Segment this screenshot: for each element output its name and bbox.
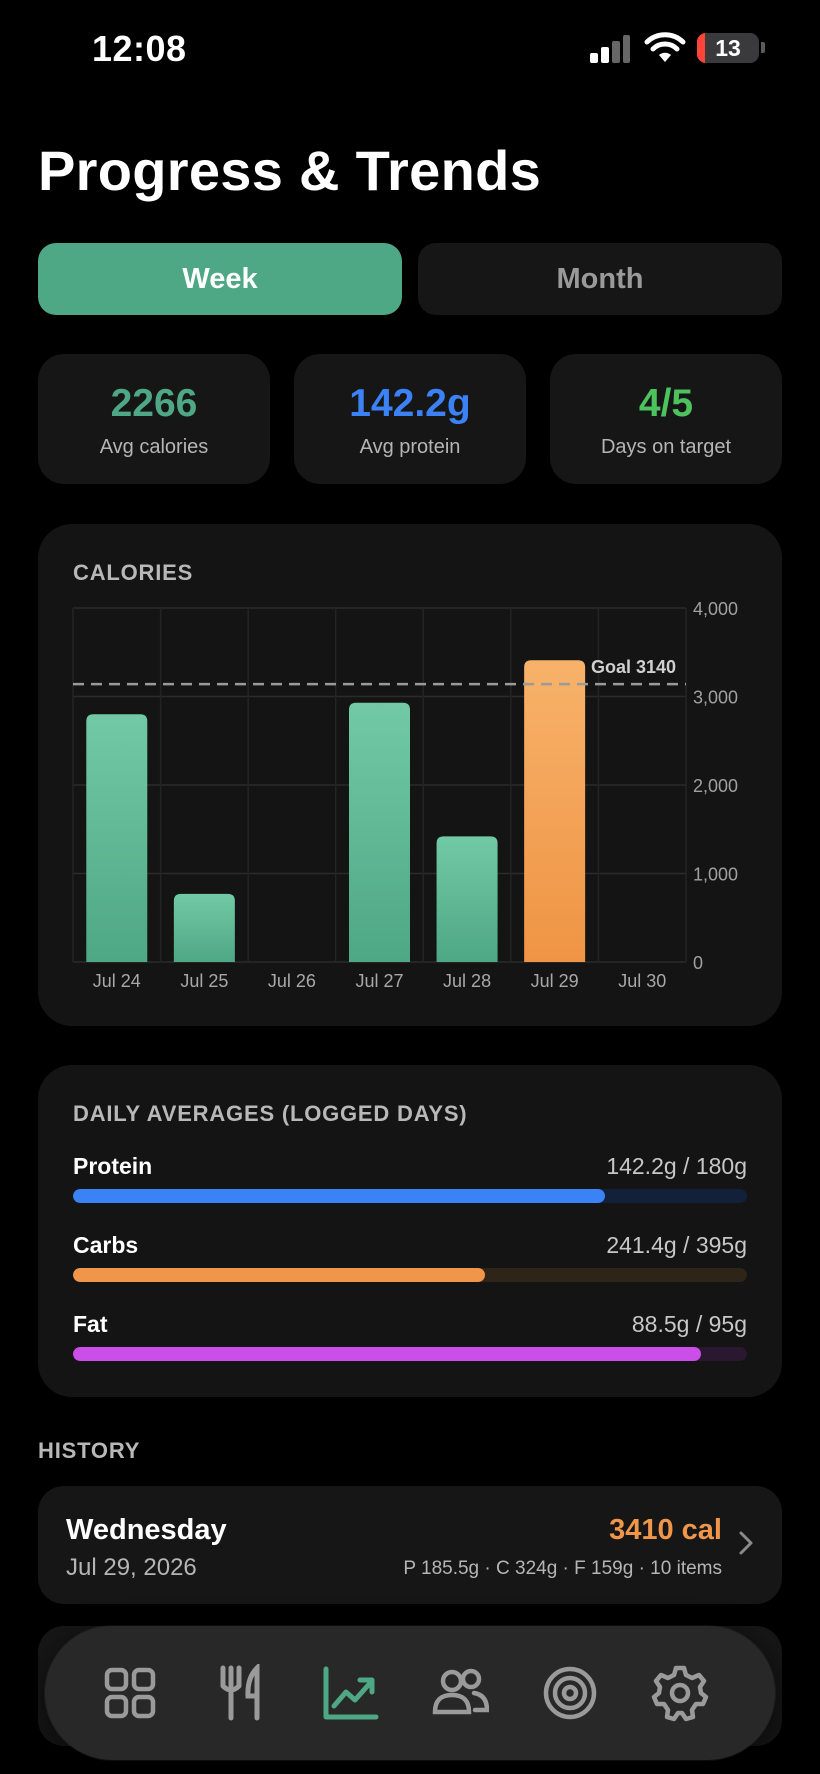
battery-icon: 13 bbox=[697, 33, 759, 63]
x-tick-label: Jul 29 bbox=[531, 971, 579, 991]
macro-value-protein: 142.2g / 180g bbox=[606, 1153, 747, 1179]
fork-knife-icon[interactable] bbox=[211, 1664, 269, 1722]
macro-value-carbs: 241.4g / 395g bbox=[606, 1232, 747, 1258]
battery-level: 13 bbox=[715, 35, 741, 61]
gear-icon[interactable] bbox=[651, 1664, 709, 1722]
history-calories: 3410 cal bbox=[609, 1514, 722, 1546]
wifi-icon bbox=[644, 32, 686, 62]
history-macros: P 185.5g · C 324g · F 159g · 10 items bbox=[403, 1558, 722, 1579]
signal-icon bbox=[590, 35, 630, 63]
protein-progress-fill bbox=[73, 1189, 606, 1203]
stat-label: Days on target bbox=[600, 436, 732, 458]
fat-progress-fill bbox=[73, 1347, 702, 1361]
calorie-bar bbox=[86, 714, 148, 962]
stat-value: 142.2g bbox=[349, 382, 471, 425]
calories-title: CALORIES bbox=[73, 560, 194, 585]
week-tab[interactable]: Week bbox=[38, 243, 402, 315]
stat-card-avg-protein: 142.2g Avg protein bbox=[294, 354, 526, 484]
stat-card-days-on-target: 4/5 Days on target bbox=[550, 354, 782, 484]
chevron-right-icon bbox=[739, 1531, 753, 1555]
chart-line-icon[interactable] bbox=[321, 1664, 379, 1722]
stat-label: Avg protein bbox=[359, 436, 461, 458]
stat-label: Avg calories bbox=[99, 436, 209, 458]
battery-cap bbox=[761, 42, 765, 53]
page-title: Progress & Trends bbox=[38, 139, 542, 202]
x-tick-label: Jul 25 bbox=[180, 971, 228, 991]
history-title: HISTORY bbox=[38, 1438, 141, 1463]
macro-name-fat: Fat bbox=[73, 1311, 108, 1337]
history-date: Jul 29, 2026 bbox=[66, 1554, 197, 1581]
month-tab[interactable]: Month bbox=[418, 243, 782, 315]
calories-chart: 4,000 3,000 2,000 1,000 0 Goal 3140 Jul 24 Jul … bbox=[72, 599, 738, 991]
y-tick-label: 3,000 bbox=[693, 688, 738, 708]
stat-value: 2266 bbox=[110, 382, 198, 425]
y-tick-label: 0 bbox=[693, 953, 703, 973]
x-tick-label: Jul 26 bbox=[268, 971, 316, 991]
daily-averages-card: DAILY AVERAGES (LOGGED DAYS) Protein 142… bbox=[38, 1065, 782, 1397]
x-tick-label: Jul 24 bbox=[93, 971, 141, 991]
y-tick-label: 2,000 bbox=[693, 776, 738, 796]
calorie-bar bbox=[173, 893, 235, 962]
tab-bar bbox=[45, 1626, 775, 1760]
status-bar: 12:08 13 bbox=[0, 0, 820, 100]
macro-value-fat: 88.5g / 95g bbox=[631, 1311, 747, 1337]
x-tick-label: Jul 28 bbox=[443, 971, 491, 991]
goal-label: Goal 3140 bbox=[591, 657, 676, 677]
protein-progress-bar bbox=[73, 1189, 747, 1203]
calorie-bar bbox=[349, 702, 410, 962]
fat-progress-bar bbox=[73, 1347, 747, 1361]
status-time: 12:08 bbox=[92, 28, 187, 69]
calorie-bar bbox=[436, 836, 498, 962]
people-icon[interactable] bbox=[431, 1664, 489, 1722]
macro-name-protein: Protein bbox=[73, 1153, 153, 1179]
target-icon[interactable] bbox=[541, 1664, 599, 1722]
averages-title: DAILY AVERAGES (LOGGED DAYS) bbox=[73, 1101, 468, 1126]
stat-value: 4/5 bbox=[638, 382, 694, 425]
carbs-progress-bar bbox=[73, 1268, 747, 1282]
history-day: Wednesday bbox=[66, 1514, 227, 1546]
stat-card-avg-calories: 2266 Avg calories bbox=[38, 354, 270, 484]
carbs-progress-fill bbox=[73, 1268, 485, 1282]
y-tick-label: 1,000 bbox=[693, 865, 738, 885]
calories-card: CALORIES 4,000 3,000 2,000 1,000 0 Goal 3140 J… bbox=[38, 524, 782, 1026]
x-tick-label: Jul 27 bbox=[355, 971, 403, 991]
x-tick-label: Jul 30 bbox=[618, 971, 666, 991]
y-tick-label: 4,000 bbox=[693, 599, 738, 619]
history-entry[interactable]: Wednesday Jul 29, 2026 3410 cal P 185.5g… bbox=[38, 1486, 782, 1604]
grid-icon[interactable] bbox=[101, 1664, 159, 1722]
macro-name-carbs: Carbs bbox=[73, 1232, 139, 1258]
calorie-bar bbox=[524, 660, 586, 962]
